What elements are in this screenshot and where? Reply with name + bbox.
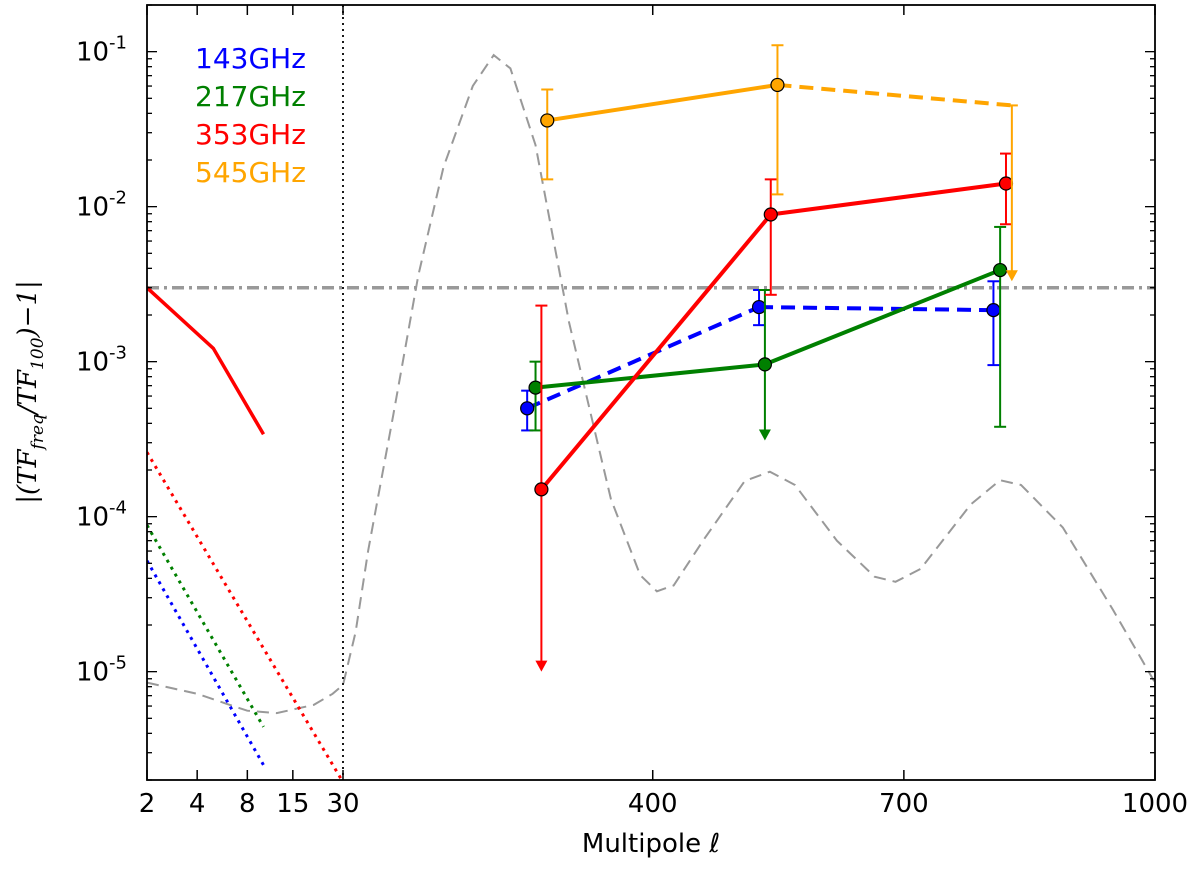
x-tick-label: 4	[189, 789, 206, 819]
legend: 143GHz 217GHz 353GHz 545GHz	[195, 42, 306, 189]
upper-limit-arrow	[758, 429, 771, 441]
x-tick-label: 700	[879, 789, 929, 819]
series-545GHz	[540, 44, 1018, 282]
legend-item-143GHz: 143GHz	[195, 42, 306, 75]
upper-limit-arrow	[535, 660, 548, 672]
data-point	[528, 380, 543, 395]
svg-text:|(TFfreq/TF100)−1|: |(TFfreq/TF100)−1|	[13, 280, 48, 504]
x-tick-label: 8	[239, 789, 256, 819]
x-tick-label: 15	[276, 789, 309, 819]
series-353GHz	[534, 152, 1014, 672]
series-segment	[526, 305, 760, 411]
series-segment	[764, 268, 1001, 367]
plot-frame	[146, 4, 1156, 781]
data-point	[993, 262, 1008, 278]
x-tick-label: 2	[139, 789, 156, 819]
series-segment	[546, 82, 778, 123]
legend-item-217GHz: 217GHz	[195, 80, 306, 113]
y-tick-label: 10-3	[76, 343, 127, 378]
data-point	[751, 299, 767, 315]
plot-curves	[147, 5, 1155, 780]
data-point	[534, 482, 549, 497]
legend-item-353GHz: 353GHz	[195, 118, 306, 151]
y-tick-label: 10-5	[76, 653, 127, 688]
low-ell-line-1	[147, 286, 266, 436]
y-axis-label: |(TFfreq/TF100)−1|	[13, 280, 48, 504]
y-tick-label: 10-1	[76, 33, 127, 68]
upper-limit-arrow	[1005, 270, 1018, 282]
x-tick-label: 1000	[1122, 789, 1188, 819]
template-spectrum-curve	[147, 53, 1155, 715]
series-segment	[759, 305, 994, 313]
series-segment	[777, 82, 1013, 108]
y-tick-label: 10-2	[76, 188, 127, 223]
series-217GHz	[528, 225, 1008, 441]
series-segment	[770, 181, 1007, 217]
y-tick-label: 10-4	[76, 498, 127, 533]
low-ell-line-3	[147, 524, 265, 728]
data-point	[998, 176, 1014, 191]
series-segment	[535, 362, 766, 390]
series-segment	[539, 213, 773, 491]
data-point	[986, 303, 1001, 318]
data-point	[770, 77, 785, 93]
x-tick-label: 400	[628, 789, 678, 819]
x-axis-label: Multipole ℓ	[582, 829, 720, 859]
data-point	[757, 357, 773, 372]
low-ell-line-2	[147, 451, 344, 780]
x-tick-label: 30	[326, 789, 359, 819]
legend-item-545GHz: 545GHz	[195, 156, 306, 189]
data-point	[763, 207, 778, 222]
data-point	[520, 401, 535, 416]
plot-series	[520, 44, 1018, 672]
axis-ticks: 2 4 8 15 30 400 700 1000 10-1 10-2 10-3 10-4 10-5	[76, 4, 1188, 819]
data-point	[540, 113, 555, 128]
